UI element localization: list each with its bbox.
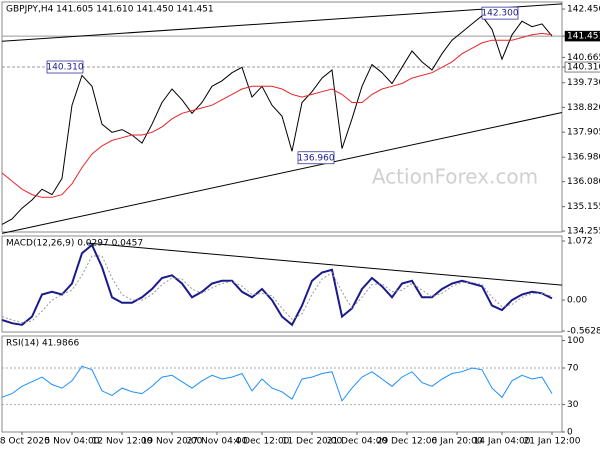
x-tick-label: 21 Jan 12:00 <box>524 437 581 447</box>
series-line <box>1 32 553 198</box>
annotation-box <box>297 151 335 165</box>
y-tick-label: 0 <box>567 428 573 438</box>
series-line <box>1 255 553 324</box>
panel-title: RSI(14) 41.9866 <box>6 339 79 349</box>
panel-frame <box>1 1 563 233</box>
y-tick-label: 139.730 <box>567 78 600 88</box>
panel-title: GBPJPY,H4 141.605 141.610 141.450 141.45… <box>6 5 214 15</box>
x-tick-label: 29 Dec 12:00 <box>377 437 438 447</box>
y-tick-label: 1.072 <box>567 237 593 247</box>
y-tick-label: 140.310 <box>567 63 600 73</box>
tick-highlight <box>564 61 600 73</box>
x-tick-label: 6 Jan 20:00 <box>431 437 483 447</box>
series-line <box>1 365 553 402</box>
x-tick-label: 4 Dec 12:00 <box>235 437 290 447</box>
y-tick-label: 142.450 <box>567 5 600 15</box>
y-tick-label: 134.255 <box>567 227 600 237</box>
panel-frame <box>1 335 563 433</box>
trendline <box>86 242 563 286</box>
annotation: 140.310 <box>46 63 83 73</box>
trendline <box>1 3 563 42</box>
y-tick-label: 137.905 <box>567 128 600 138</box>
annotation-box <box>481 6 519 20</box>
watermark: ActionForex.com <box>372 165 538 189</box>
x-tick-label: 27 Nov 04:00 <box>187 437 248 447</box>
y-tick-label: 70 <box>567 364 579 374</box>
tick-highlight <box>564 30 600 42</box>
y-tick-label: 0.00 <box>567 296 587 306</box>
y-tick-label: 136.080 <box>567 177 600 187</box>
y-tick-label: 135.155 <box>567 202 600 212</box>
panel-title: MACD(12,26,9) 0.0297 0.0457 <box>6 239 143 249</box>
y-tick-label: 138.820 <box>567 103 600 113</box>
annotation: 136.960 <box>297 153 334 163</box>
annotation-box <box>46 60 84 74</box>
y-tick-label: -0.5628 <box>567 327 600 337</box>
series-line <box>1 15 553 225</box>
series-line <box>1 243 553 327</box>
y-tick-label: 140.665 <box>567 53 600 63</box>
trendline <box>1 112 563 234</box>
panel-frame <box>1 235 563 333</box>
x-tick-label: 21 Dec 04:00 <box>327 437 388 447</box>
y-tick-label: 30 <box>567 400 579 410</box>
x-tick-label: 28 Oct 2020 <box>0 437 50 447</box>
x-tick-label: 11 Dec 20:00 <box>282 437 343 447</box>
annotation: 142.300 <box>481 9 518 19</box>
x-tick-label: 19 Nov 20:00 <box>142 437 203 447</box>
y-tick-label: 100 <box>567 336 584 346</box>
y-tick-label: 136.980 <box>567 153 600 163</box>
x-tick-label: 12 Nov 12:00 <box>92 437 153 447</box>
y-tick-label: 141.451 <box>567 32 600 42</box>
x-tick-label: 14 Jan 04:00 <box>474 437 531 447</box>
x-tick-label: 5 Nov 04:00 <box>45 437 100 447</box>
